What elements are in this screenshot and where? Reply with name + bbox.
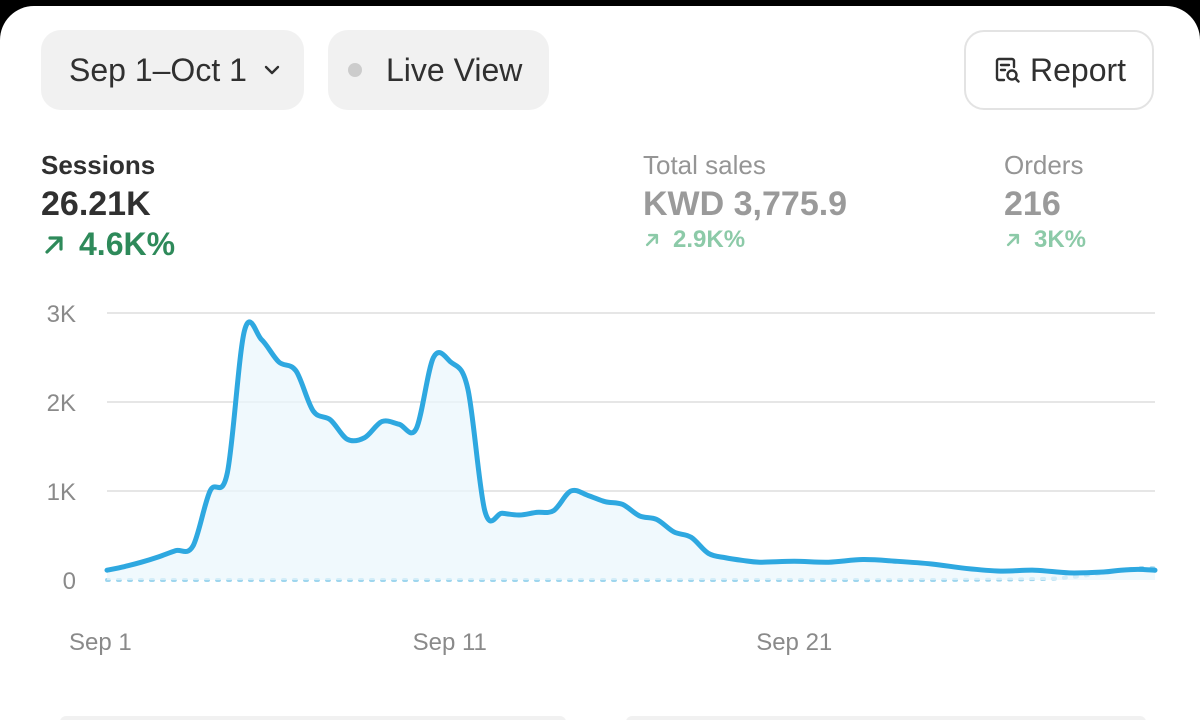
chevron-down-icon: [261, 59, 283, 81]
x-tick-label: Sep 21: [756, 629, 832, 656]
y-tick-label: 0: [63, 568, 76, 595]
orders-metric[interactable]: Orders 216 3K%: [1004, 150, 1086, 254]
total-sales-label: Total sales: [643, 150, 766, 180]
sessions-series-line: [104, 319, 1158, 576]
sessions-metric[interactable]: Sessions 26.21K 4.6K%: [41, 150, 175, 263]
report-label: Report: [1030, 51, 1127, 88]
arrow-up-right-icon: [41, 232, 67, 258]
sessions-label: Sessions: [41, 150, 156, 180]
live-view-label: Live View: [386, 51, 523, 88]
y-tick-label: 1K: [47, 479, 76, 506]
total-sales-value: KWD 3,775.9: [643, 185, 848, 223]
arrow-up-right-icon: [1004, 231, 1022, 249]
total-sales-change-value: 2.9K%: [673, 226, 746, 253]
bottom-card-right: [626, 716, 1146, 720]
sessions-value: 26.21K: [41, 185, 151, 223]
sessions-change: 4.6K%: [41, 226, 175, 263]
total-sales-change: 2.9K%: [643, 226, 847, 254]
sessions-series-area: [107, 321, 1155, 580]
arrow-up-right-icon: [643, 231, 661, 249]
y-tick-label: 2K: [47, 390, 76, 417]
orders-label: Orders: [1004, 150, 1084, 180]
report-button[interactable]: Report: [964, 30, 1154, 110]
date-range-label: Sep 1–Oct 1: [69, 51, 247, 88]
orders-change: 3K%: [1004, 226, 1086, 254]
x-tick-label: Sep 1: [69, 629, 132, 656]
status-dot-icon: [348, 63, 362, 77]
bottom-card-left: [60, 716, 566, 720]
sessions-change-value: 4.6K%: [79, 226, 176, 262]
report-search-icon: [992, 55, 1022, 85]
total-sales-metric[interactable]: Total sales KWD 3,775.9 2.9K%: [643, 150, 847, 254]
date-range-selector[interactable]: Sep 1–Oct 1: [41, 30, 304, 110]
orders-change-value: 3K%: [1034, 226, 1087, 253]
x-tick-label: Sep 11: [413, 629, 487, 656]
live-view-button[interactable]: Live View: [328, 30, 549, 110]
orders-value: 216: [1004, 185, 1061, 223]
y-tick-label: 3K: [47, 301, 76, 328]
sessions-line-chart[interactable]: 0 1K 2K 3K Sep 1 Sep 11 Sep 21: [0, 6, 1200, 720]
analytics-card: Sep 1–Oct 1 Live View Report Sessions 26…: [0, 6, 1200, 720]
